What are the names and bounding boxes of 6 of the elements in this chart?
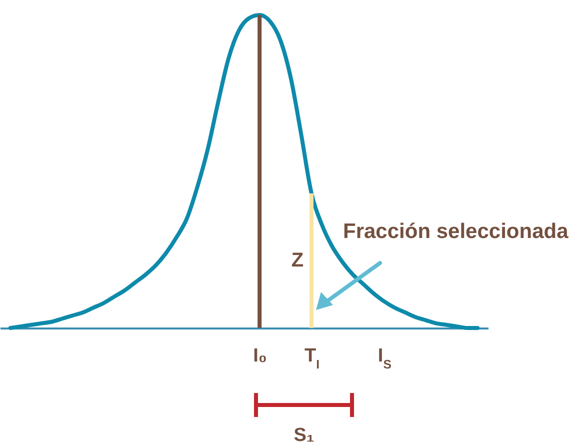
ref-line-label: Z (291, 250, 304, 272)
x-tick-label: I$_{S}$ (378, 346, 392, 372)
x-tick-label: T$_{I}$ (304, 346, 320, 372)
annotation: Fracción seleccionada (343, 220, 569, 243)
text: S₁ (294, 425, 314, 446)
x-tick-label: I₀ (253, 346, 267, 366)
